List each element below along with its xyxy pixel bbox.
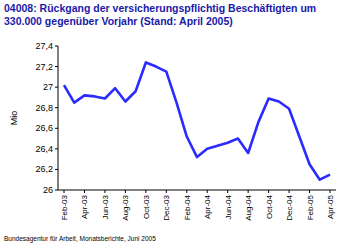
y-tick-label: 26,4 bbox=[35, 144, 53, 154]
x-tick bbox=[186, 190, 187, 193]
x-tick-label: Apr-04 bbox=[203, 194, 212, 219]
x-tick-label: Aug-04 bbox=[244, 194, 253, 220]
y-tick bbox=[55, 87, 58, 88]
y-tick bbox=[55, 46, 58, 47]
x-tick bbox=[104, 190, 105, 193]
x-tick-label: Dec-04 bbox=[285, 194, 294, 220]
y-tick bbox=[55, 190, 58, 191]
y-tick bbox=[55, 148, 58, 149]
x-tick bbox=[207, 190, 208, 193]
chart: 04008: Rückgang der versicherungspflicht… bbox=[0, 0, 360, 245]
x-tick bbox=[125, 190, 126, 193]
x-axis bbox=[58, 190, 336, 191]
x-tick bbox=[248, 190, 249, 193]
x-tick-label: Oct-04 bbox=[265, 194, 274, 219]
x-tick bbox=[84, 190, 85, 193]
x-tick bbox=[268, 190, 269, 193]
x-tick-label: Aug-03 bbox=[121, 194, 130, 220]
x-tick-label: Oct-03 bbox=[142, 194, 151, 219]
x-tick-label: Feb-05 bbox=[306, 194, 315, 220]
x-tick bbox=[64, 190, 65, 193]
x-tick bbox=[166, 190, 167, 193]
x-tick bbox=[227, 190, 228, 193]
y-tick bbox=[55, 169, 58, 170]
x-tick-label: Feb-03 bbox=[60, 194, 69, 220]
y-tick-label: 27,4 bbox=[35, 41, 53, 51]
x-tick-label: Feb-04 bbox=[183, 194, 192, 220]
y-tick bbox=[55, 128, 58, 129]
source: Bundesagentur für Arbeit, Monatsberichte… bbox=[4, 235, 156, 243]
plot-area bbox=[64, 62, 330, 179]
line bbox=[64, 62, 330, 179]
x-tick bbox=[309, 190, 310, 193]
y-tick-label: 26,6 bbox=[35, 123, 53, 133]
y-tick-label: 26 bbox=[43, 185, 53, 195]
x-tick bbox=[145, 190, 146, 193]
x-tick bbox=[330, 190, 331, 193]
x-tick-label: Dec-03 bbox=[162, 194, 171, 220]
y-axis-label: Mio bbox=[9, 111, 19, 126]
x-tick bbox=[289, 190, 290, 193]
title: 04008: Rückgang der versicherungspflicht… bbox=[4, 2, 316, 27]
x-tick-label: Jun-03 bbox=[101, 194, 110, 219]
y-tick bbox=[55, 66, 58, 67]
y-tick bbox=[55, 107, 58, 108]
y-tick-label: 27,2 bbox=[35, 62, 53, 72]
x-tick-label: Apr-03 bbox=[80, 194, 89, 219]
y-tick-label: 26,8 bbox=[35, 103, 53, 113]
y-tick-label: 26,2 bbox=[35, 164, 53, 174]
y-tick-label: 27 bbox=[43, 82, 53, 92]
y-axis bbox=[58, 46, 59, 190]
x-tick-label: Apr-05 bbox=[326, 194, 335, 219]
x-tick-label: Jun-04 bbox=[224, 194, 233, 219]
